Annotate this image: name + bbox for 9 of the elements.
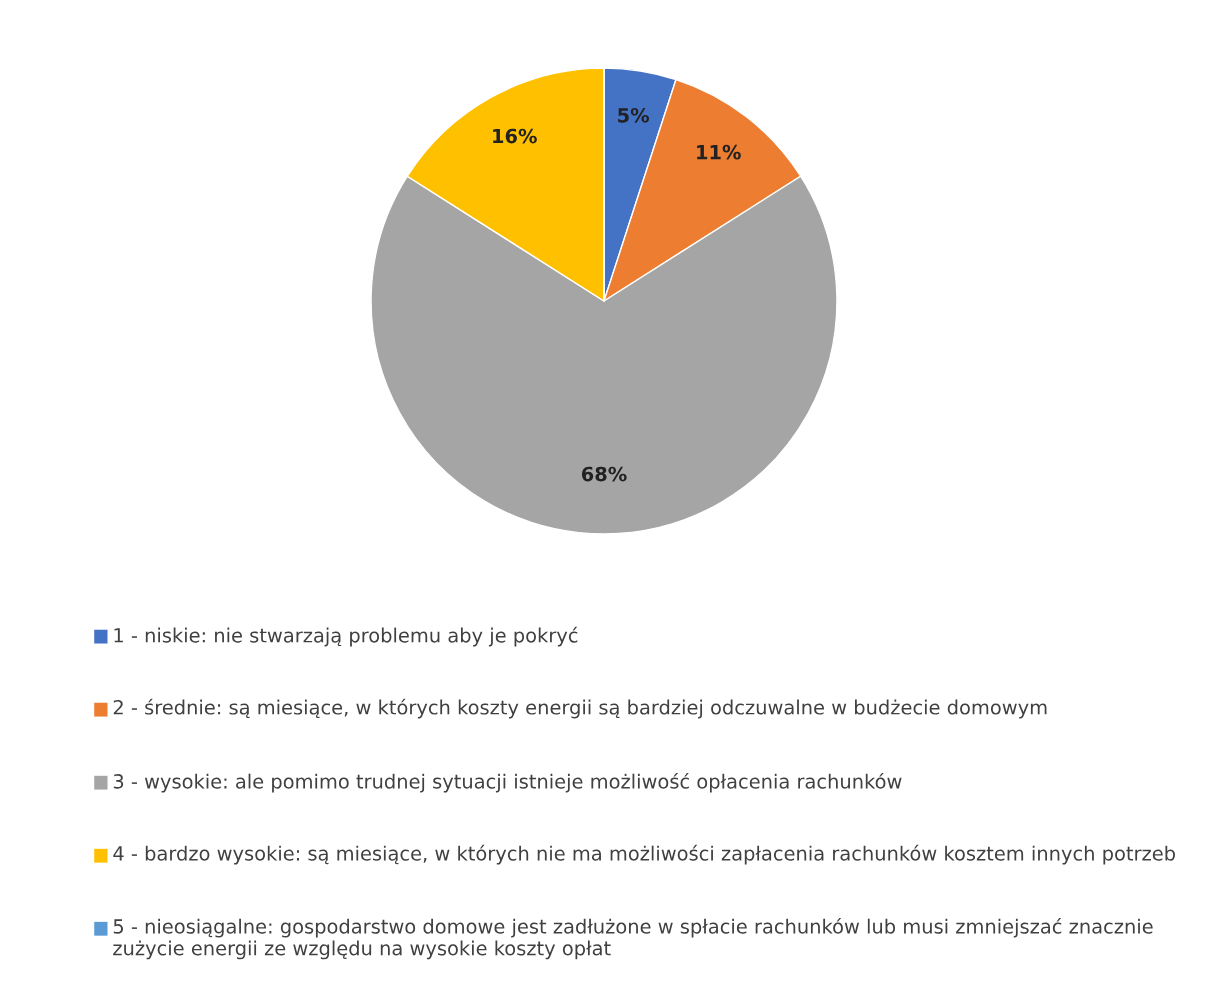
data-label: 5% — [618, 107, 650, 123]
legend-label: 2 - średnie: są miesiące, w których koszty energii są bardziej odczuwalne w budżecie domowym — [113, 698, 1047, 719]
legend-label: 4 - bardzo wysokie: są miesiące, w których nie ma możliwości zapłacenia rachunków kosztem innych potrzeb — [113, 844, 1175, 865]
legend-label: 5 - nieosiągalne: gospodarstwo domowe jest zadłużone w spłacie rachunków lub musi zmniejszać znacznie zużycie energii ze względu na wysokie koszty opłat — [113, 917, 1153, 960]
legend-label: 3 - wysokie: ale pomimo trudnej sytuacji istnieje możliwość opłacenia rachunków — [113, 772, 902, 793]
data-label: 68% — [581, 466, 627, 482]
data-label: 16% — [493, 128, 537, 144]
data-label: 11% — [697, 144, 741, 160]
legend-label: 1 - niskie: nie stwarzają problemu aby je pokryć — [114, 626, 578, 647]
